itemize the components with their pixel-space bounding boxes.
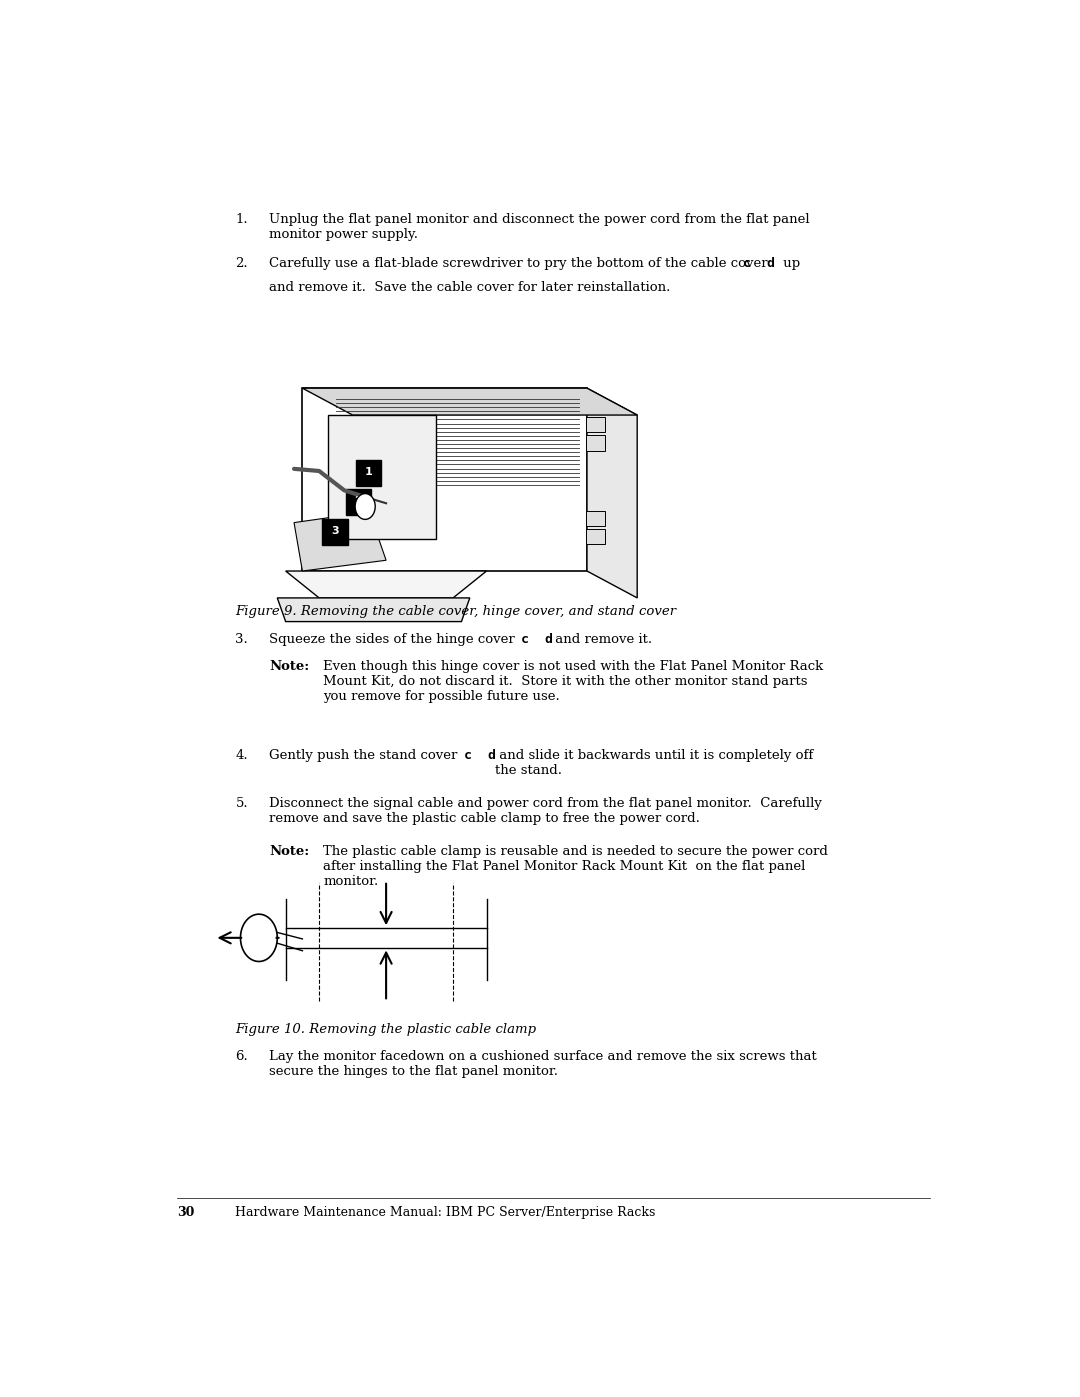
FancyBboxPatch shape [323, 520, 348, 545]
Text: c  d: c d [743, 257, 775, 270]
Text: and remove it.: and remove it. [551, 633, 652, 647]
Polygon shape [294, 511, 387, 571]
Polygon shape [302, 388, 637, 415]
FancyBboxPatch shape [586, 436, 605, 451]
Text: The plastic cable clamp is reusable and is needed to secure the power cord
after: The plastic cable clamp is reusable and … [323, 845, 828, 888]
Text: 6.: 6. [235, 1049, 248, 1063]
Circle shape [242, 916, 275, 960]
FancyBboxPatch shape [356, 460, 381, 486]
Text: Squeeze the sides of the hinge cover: Squeeze the sides of the hinge cover [269, 633, 515, 647]
FancyBboxPatch shape [586, 511, 605, 525]
Text: Figure 10. Removing the plastic cable clamp: Figure 10. Removing the plastic cable cl… [235, 1023, 537, 1035]
Text: 1: 1 [365, 467, 373, 476]
Polygon shape [588, 388, 637, 598]
FancyBboxPatch shape [327, 415, 436, 539]
Text: and remove it.  Save the cable cover for later reinstallation.: and remove it. Save the cable cover for … [269, 281, 671, 293]
Text: c  d: c d [513, 633, 553, 647]
FancyBboxPatch shape [586, 418, 605, 432]
Text: c  d: c d [457, 749, 497, 761]
Text: Gently push the stand cover: Gently push the stand cover [269, 749, 457, 761]
Text: Note:: Note: [269, 845, 309, 858]
FancyBboxPatch shape [302, 388, 588, 571]
Polygon shape [278, 598, 470, 622]
Text: 3.: 3. [235, 633, 248, 647]
Text: Figure 9. Removing the cable cover, hinge cover, and stand cover: Figure 9. Removing the cable cover, hing… [235, 605, 676, 619]
Polygon shape [285, 571, 486, 598]
FancyBboxPatch shape [586, 529, 605, 545]
Text: 2: 2 [354, 496, 363, 506]
Text: 5.: 5. [235, 796, 248, 810]
Text: 1.: 1. [235, 212, 248, 226]
Text: Unplug the flat panel monitor and disconnect the power cord from the flat panel
: Unplug the flat panel monitor and discon… [269, 212, 810, 240]
Text: 3: 3 [332, 527, 339, 536]
Text: 30: 30 [177, 1206, 194, 1218]
Text: Disconnect the signal cable and power cord from the flat panel monitor.  Careful: Disconnect the signal cable and power co… [269, 796, 822, 824]
Text: up: up [780, 257, 800, 270]
Text: Hardware Maintenance Manual: IBM PC Server/Enterprise Racks: Hardware Maintenance Manual: IBM PC Serv… [235, 1206, 656, 1218]
Text: Note:: Note: [269, 661, 309, 673]
Circle shape [355, 493, 375, 520]
Text: 2.: 2. [235, 257, 248, 270]
Text: 4.: 4. [235, 749, 248, 761]
Text: Lay the monitor facedown on a cushioned surface and remove the six screws that
s: Lay the monitor facedown on a cushioned … [269, 1049, 816, 1077]
Text: Carefully use a flat-blade screwdriver to pry the bottom of the cable cover: Carefully use a flat-blade screwdriver t… [269, 257, 768, 270]
Text: Even though this hinge cover is not used with the Flat Panel Monitor Rack
Mount : Even though this hinge cover is not used… [323, 661, 824, 703]
Text: and slide it backwards until it is completely off
the stand.: and slide it backwards until it is compl… [495, 749, 813, 777]
FancyBboxPatch shape [346, 489, 372, 515]
